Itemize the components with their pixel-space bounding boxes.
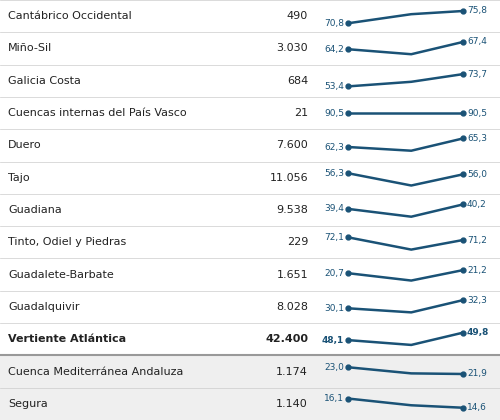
Text: 684: 684 xyxy=(287,76,308,86)
Text: 9.538: 9.538 xyxy=(276,205,308,215)
Text: 16,1: 16,1 xyxy=(324,394,344,403)
Text: Vertiente Atlántica: Vertiente Atlántica xyxy=(8,334,126,344)
Text: Guadiana: Guadiana xyxy=(8,205,62,215)
Text: Guadalquivir: Guadalquivir xyxy=(8,302,80,312)
Text: 49,8: 49,8 xyxy=(467,328,489,337)
Text: 490: 490 xyxy=(287,11,308,21)
Text: 71,2: 71,2 xyxy=(467,236,487,244)
Text: Galicia Costa: Galicia Costa xyxy=(8,76,81,86)
Text: 30,1: 30,1 xyxy=(324,304,344,313)
Text: Duero: Duero xyxy=(8,140,42,150)
Text: 70,8: 70,8 xyxy=(324,19,344,28)
Text: 32,3: 32,3 xyxy=(467,296,487,304)
Text: 90,5: 90,5 xyxy=(324,109,344,118)
Text: 21,9: 21,9 xyxy=(467,370,487,378)
Text: Miño-Sil: Miño-Sil xyxy=(8,43,52,53)
Text: 53,4: 53,4 xyxy=(324,82,344,91)
Text: 1.140: 1.140 xyxy=(276,399,308,409)
Text: 3.030: 3.030 xyxy=(276,43,308,53)
Text: 42.400: 42.400 xyxy=(265,334,308,344)
Text: 7.600: 7.600 xyxy=(276,140,308,150)
Text: 72,1: 72,1 xyxy=(324,233,344,242)
Text: Tajo: Tajo xyxy=(8,173,30,183)
Bar xyxy=(0,388,500,420)
Bar xyxy=(0,355,500,388)
Text: Guadalete-Barbate: Guadalete-Barbate xyxy=(8,270,114,280)
Text: 1.651: 1.651 xyxy=(276,270,308,280)
Text: 48,1: 48,1 xyxy=(322,336,344,344)
Text: 64,2: 64,2 xyxy=(324,45,344,54)
Text: 65,3: 65,3 xyxy=(467,134,487,143)
Text: 8.028: 8.028 xyxy=(276,302,308,312)
Text: 56,0: 56,0 xyxy=(467,170,487,179)
Text: 20,7: 20,7 xyxy=(324,269,344,278)
Text: 90,5: 90,5 xyxy=(467,109,487,118)
Text: 14,6: 14,6 xyxy=(467,403,487,412)
Text: 75,8: 75,8 xyxy=(467,6,487,16)
Text: 56,3: 56,3 xyxy=(324,169,344,178)
Text: 23,0: 23,0 xyxy=(324,363,344,372)
Text: Cantábrico Occidental: Cantábrico Occidental xyxy=(8,11,132,21)
Text: 62,3: 62,3 xyxy=(324,142,344,152)
Text: Cuenca Mediterránea Andaluza: Cuenca Mediterránea Andaluza xyxy=(8,367,184,377)
Text: 229: 229 xyxy=(286,237,308,247)
Text: 73,7: 73,7 xyxy=(467,70,487,79)
Text: 40,2: 40,2 xyxy=(467,200,487,209)
Text: Tinto, Odiel y Piedras: Tinto, Odiel y Piedras xyxy=(8,237,126,247)
Text: 1.174: 1.174 xyxy=(276,367,308,377)
Text: Cuencas internas del País Vasco: Cuencas internas del País Vasco xyxy=(8,108,186,118)
Text: Segura: Segura xyxy=(8,399,48,409)
Text: 11.056: 11.056 xyxy=(270,173,308,183)
Text: 21,2: 21,2 xyxy=(467,265,487,275)
Text: 67,4: 67,4 xyxy=(467,37,487,47)
Text: 21: 21 xyxy=(294,108,308,118)
Text: 39,4: 39,4 xyxy=(324,205,344,213)
